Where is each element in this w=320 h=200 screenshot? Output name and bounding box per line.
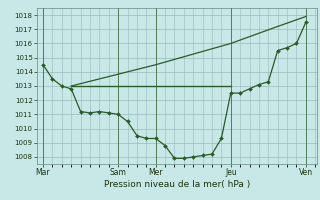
X-axis label: Pression niveau de la mer( hPa ): Pression niveau de la mer( hPa )	[104, 180, 250, 189]
